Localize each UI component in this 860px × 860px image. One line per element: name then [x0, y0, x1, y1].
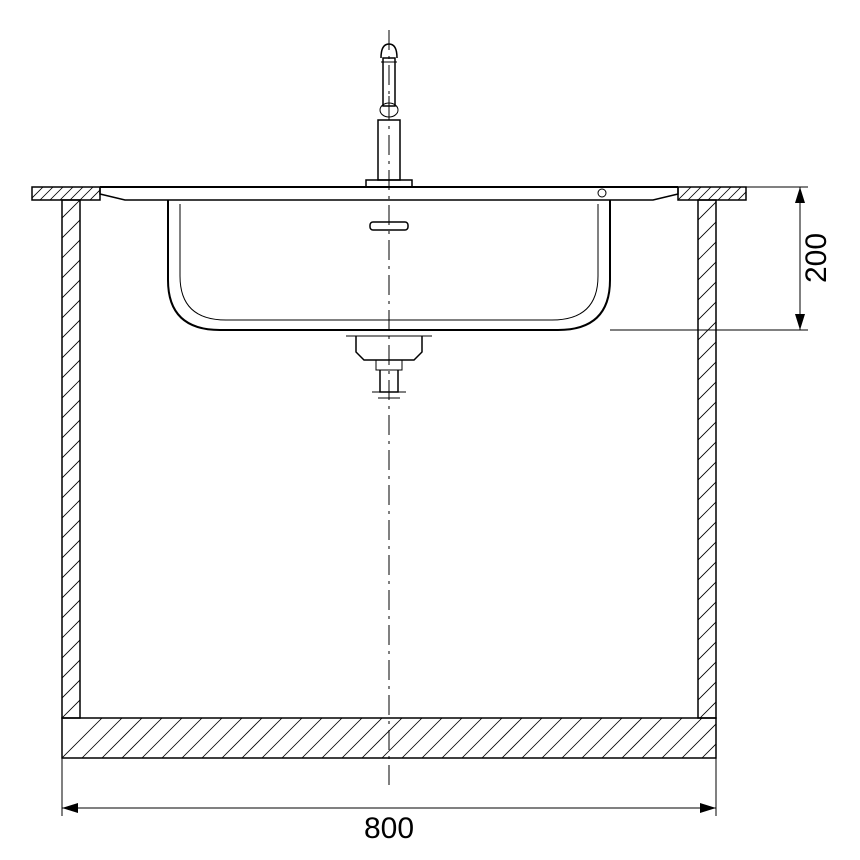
technical-drawing: 800 200: [0, 0, 860, 860]
cabinet-section: [50, 170, 750, 770]
dimension-depth: 200: [610, 187, 833, 330]
countertop: [20, 170, 768, 210]
dimension-depth-value: 200: [800, 233, 833, 283]
dimension-width-value: 800: [364, 812, 414, 845]
